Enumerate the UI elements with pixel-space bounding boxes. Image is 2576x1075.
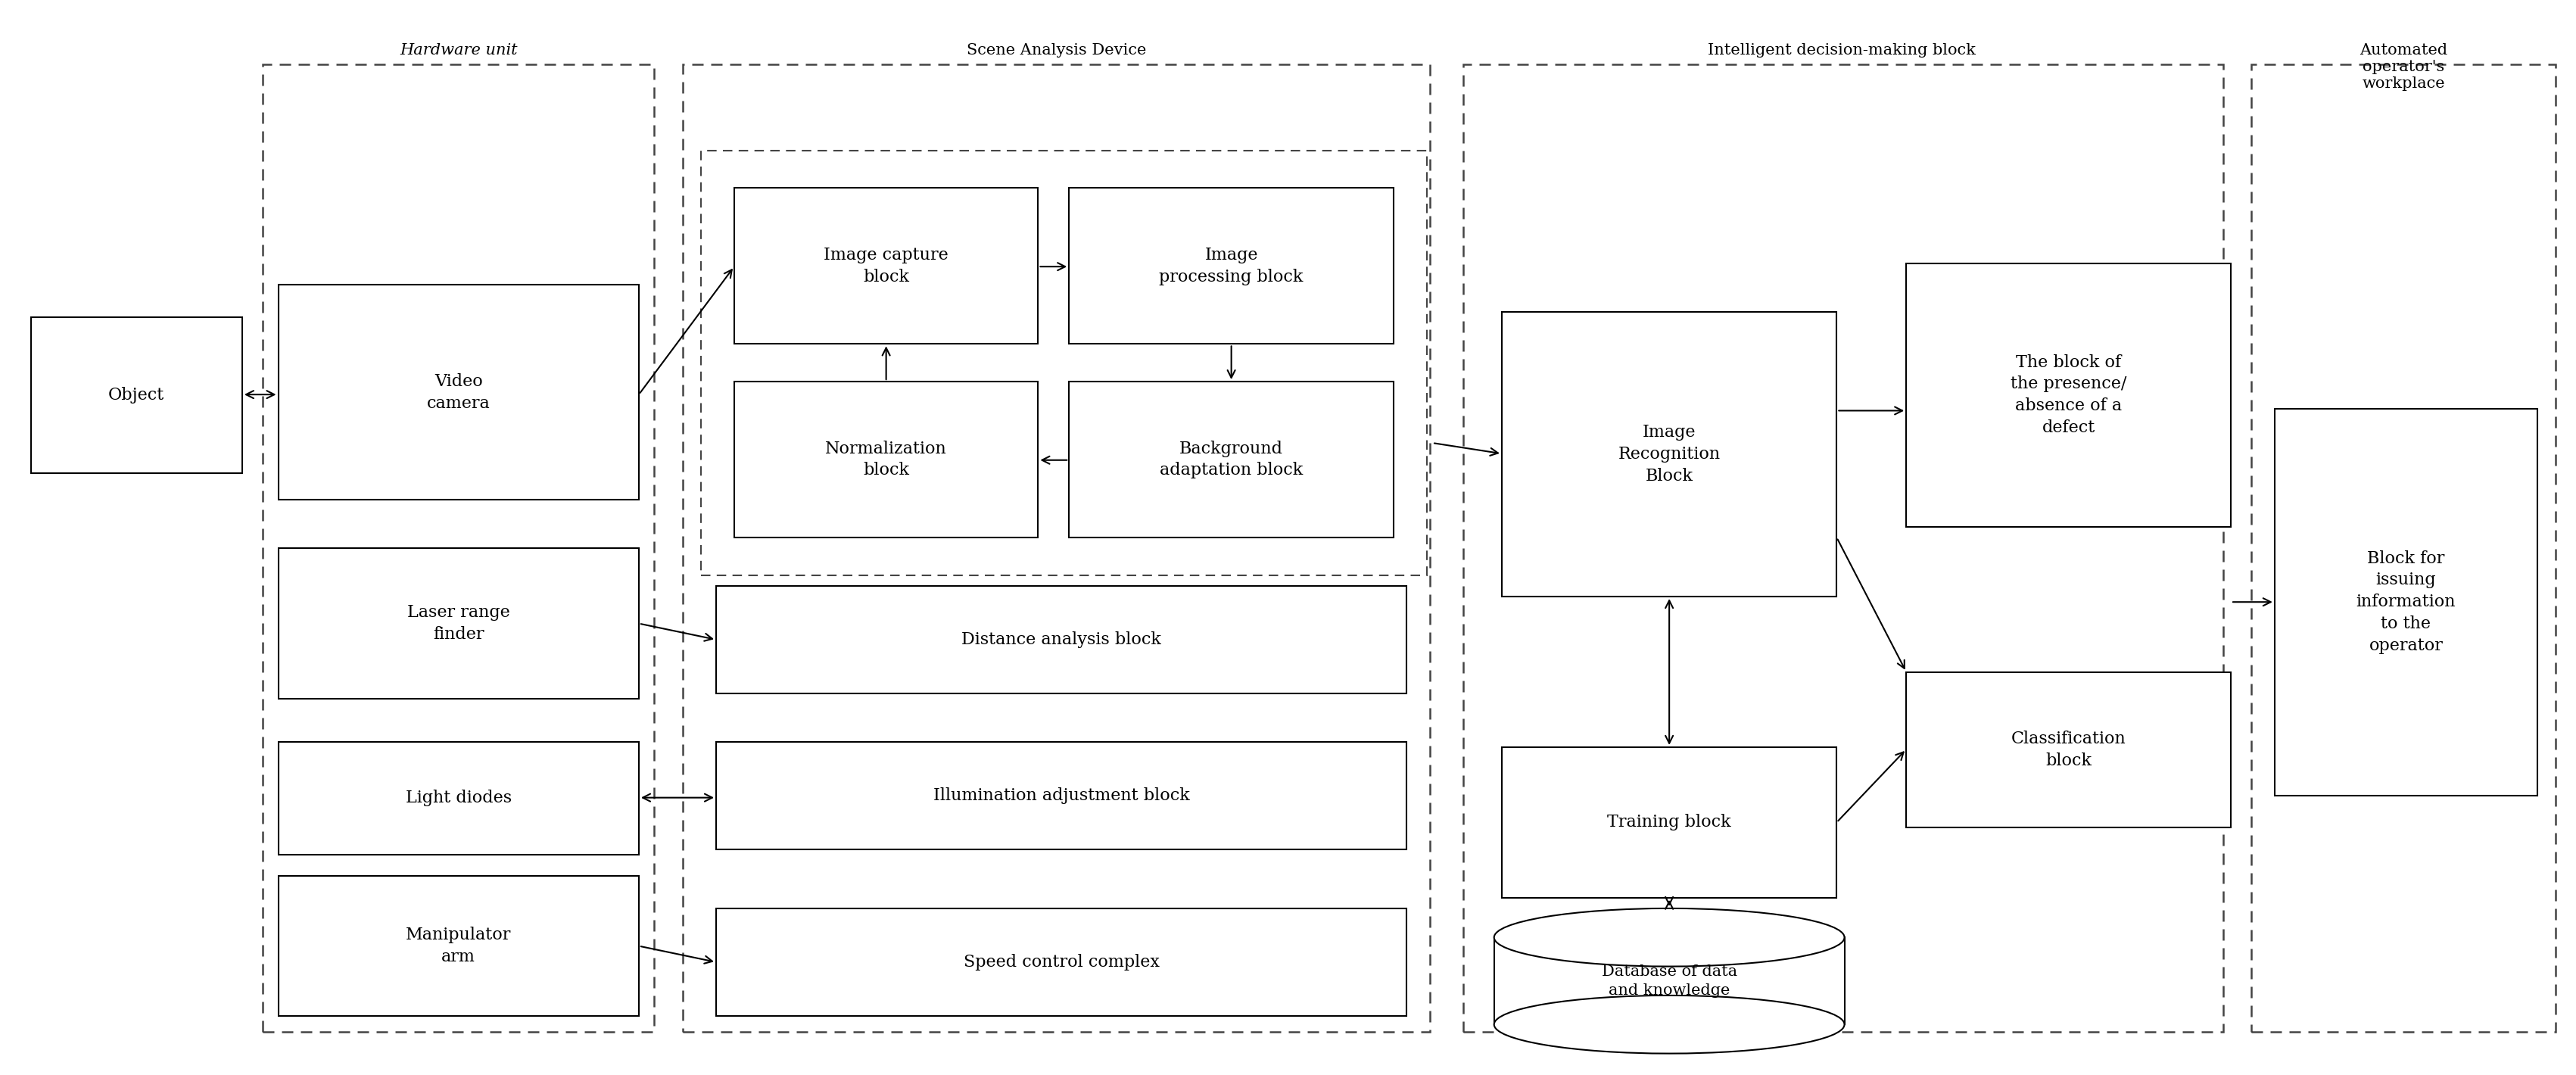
Ellipse shape <box>1494 995 1844 1054</box>
Text: Laser range
finder: Laser range finder <box>407 604 510 643</box>
Text: Block for
issuing
information
to the
operator: Block for issuing information to the ope… <box>2357 550 2455 654</box>
Bar <box>716 908 1406 1016</box>
Text: Illumination adjustment block: Illumination adjustment block <box>933 787 1190 804</box>
Text: Normalization
block: Normalization block <box>824 441 948 478</box>
Text: Object: Object <box>108 387 165 403</box>
Text: Database of data
and knowledge: Database of data and knowledge <box>1602 964 1736 998</box>
Bar <box>278 285 639 500</box>
Bar <box>1069 188 1394 344</box>
Bar <box>734 188 1038 344</box>
Text: Automated
operator's
workplace: Automated operator's workplace <box>2360 43 2447 90</box>
Bar <box>31 317 242 473</box>
Text: Speed control complex: Speed control complex <box>963 954 1159 971</box>
Bar <box>1502 312 1837 597</box>
Bar <box>734 382 1038 538</box>
Text: Image
Recognition
Block: Image Recognition Block <box>1618 424 1721 485</box>
Bar <box>263 64 654 1032</box>
Text: Manipulator
arm: Manipulator arm <box>407 927 510 965</box>
Bar <box>1069 382 1394 538</box>
Bar <box>716 742 1406 849</box>
Bar <box>2275 408 2537 796</box>
Text: Image
processing block: Image processing block <box>1159 247 1303 285</box>
Ellipse shape <box>1494 908 1844 966</box>
Bar <box>1463 64 2223 1032</box>
Bar <box>1906 672 2231 828</box>
Text: Hardware unit: Hardware unit <box>399 43 518 57</box>
Bar <box>2251 64 2555 1032</box>
Text: Intelligent decision-making block: Intelligent decision-making block <box>1708 43 1976 57</box>
Bar <box>701 150 1427 575</box>
Bar <box>1502 747 1837 898</box>
Bar <box>278 876 639 1016</box>
Bar <box>716 586 1406 693</box>
Bar <box>1906 263 2231 527</box>
Bar <box>1494 937 1844 1024</box>
Text: Scene Analysis Device: Scene Analysis Device <box>966 43 1146 57</box>
Text: Training block: Training block <box>1607 814 1731 831</box>
Text: Image capture
block: Image capture block <box>824 247 948 285</box>
Text: Video
camera: Video camera <box>428 373 489 412</box>
Text: The block of
the presence/
absence of a
defect: The block of the presence/ absence of a … <box>2009 354 2128 436</box>
Text: Light diodes: Light diodes <box>404 790 513 806</box>
Bar <box>278 742 639 855</box>
Text: Distance analysis block: Distance analysis block <box>961 631 1162 648</box>
Bar <box>683 64 1430 1032</box>
Bar <box>278 548 639 699</box>
Text: Classification
block: Classification block <box>2012 731 2125 769</box>
Text: Background
adaptation block: Background adaptation block <box>1159 441 1303 478</box>
